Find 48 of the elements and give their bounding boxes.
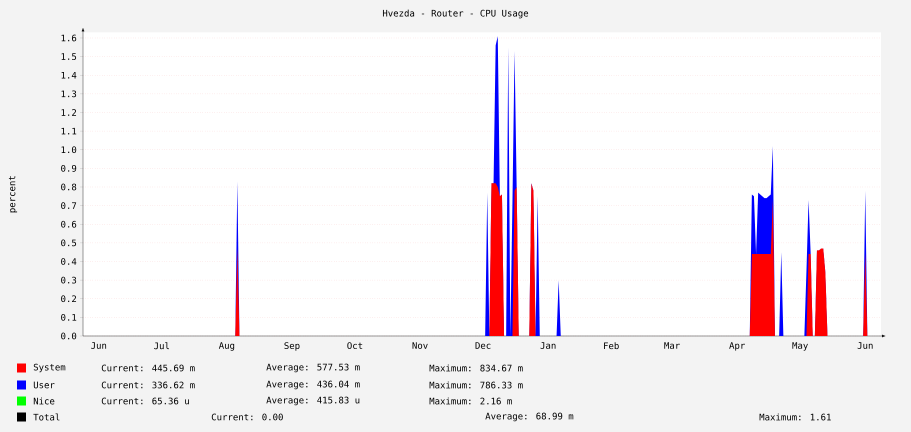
x-tick-label: Jun xyxy=(858,342,873,349)
y-tick-label: 1.3 xyxy=(62,90,76,98)
text: Current: 445.69 m xyxy=(102,364,195,372)
x-tick-label: Nov xyxy=(412,342,428,349)
x-tick-label: Jun xyxy=(91,342,106,349)
x-tick-label: Jul xyxy=(154,342,170,350)
y-tick-label: 0.9 xyxy=(61,164,76,172)
legend-label: Nice xyxy=(34,398,54,404)
y-tick-label: 0.8 xyxy=(61,184,76,190)
y-tick-label: 0.0 xyxy=(61,332,76,340)
text: Maximum: 1.61 xyxy=(760,414,831,420)
x-tick-label: Mar xyxy=(664,342,680,349)
text: Current: 0.00 xyxy=(212,414,283,420)
y-tick-label: 0.4 xyxy=(61,258,76,265)
y-axis-title: percent xyxy=(8,176,18,212)
y-tick-label: 1.1 xyxy=(62,128,76,134)
text: Maximum: 786.33 m xyxy=(430,382,523,388)
y-tick-label: 0.1 xyxy=(61,314,76,321)
x-tick-label: May xyxy=(792,342,808,351)
text: Average: 436.04 m xyxy=(266,380,360,390)
x-tick-label: Sep xyxy=(284,342,300,351)
y-tick-label: 0.5 xyxy=(61,239,76,246)
text: Average: 415.83 u xyxy=(266,396,360,406)
y-tick-label: 0.2 xyxy=(61,295,76,302)
text: Current: 65.36 u xyxy=(102,398,189,404)
text: Maximum: 834.67 m xyxy=(430,364,523,372)
y-tick-label: 1.0 xyxy=(62,146,76,154)
y-tick-label: 1.6 xyxy=(62,34,76,42)
x-tick-label: Oct xyxy=(347,342,362,350)
legend-label: Total xyxy=(33,413,60,421)
y-tick-label: 1.2 xyxy=(62,109,76,116)
legend-label: User xyxy=(34,382,55,388)
x-tick-label: Dec xyxy=(476,342,490,349)
text: Maximum: 2.16 m xyxy=(430,398,512,404)
x-tick-label: Jan xyxy=(540,342,556,349)
x-tick-label: Apr xyxy=(729,342,745,351)
x-tick-label: Feb xyxy=(604,342,619,350)
y-tick-label: 1.4 xyxy=(62,72,76,79)
x-tick-label: Aug xyxy=(218,342,234,351)
text: Average: 68.99 m xyxy=(485,412,574,422)
text: Current: 336.62 m xyxy=(102,382,195,388)
y-tick-label: 0.6 xyxy=(61,220,76,228)
chart-title: Hvezda - Router - CPU Usage xyxy=(382,10,528,18)
y-tick-label: 0.3 xyxy=(61,276,76,284)
legend-label: System xyxy=(34,364,66,372)
y-tick-label: 1.5 xyxy=(62,53,76,60)
text: Average: 577.53 m xyxy=(266,364,360,372)
y-tick-label: 0.7 xyxy=(61,202,76,210)
